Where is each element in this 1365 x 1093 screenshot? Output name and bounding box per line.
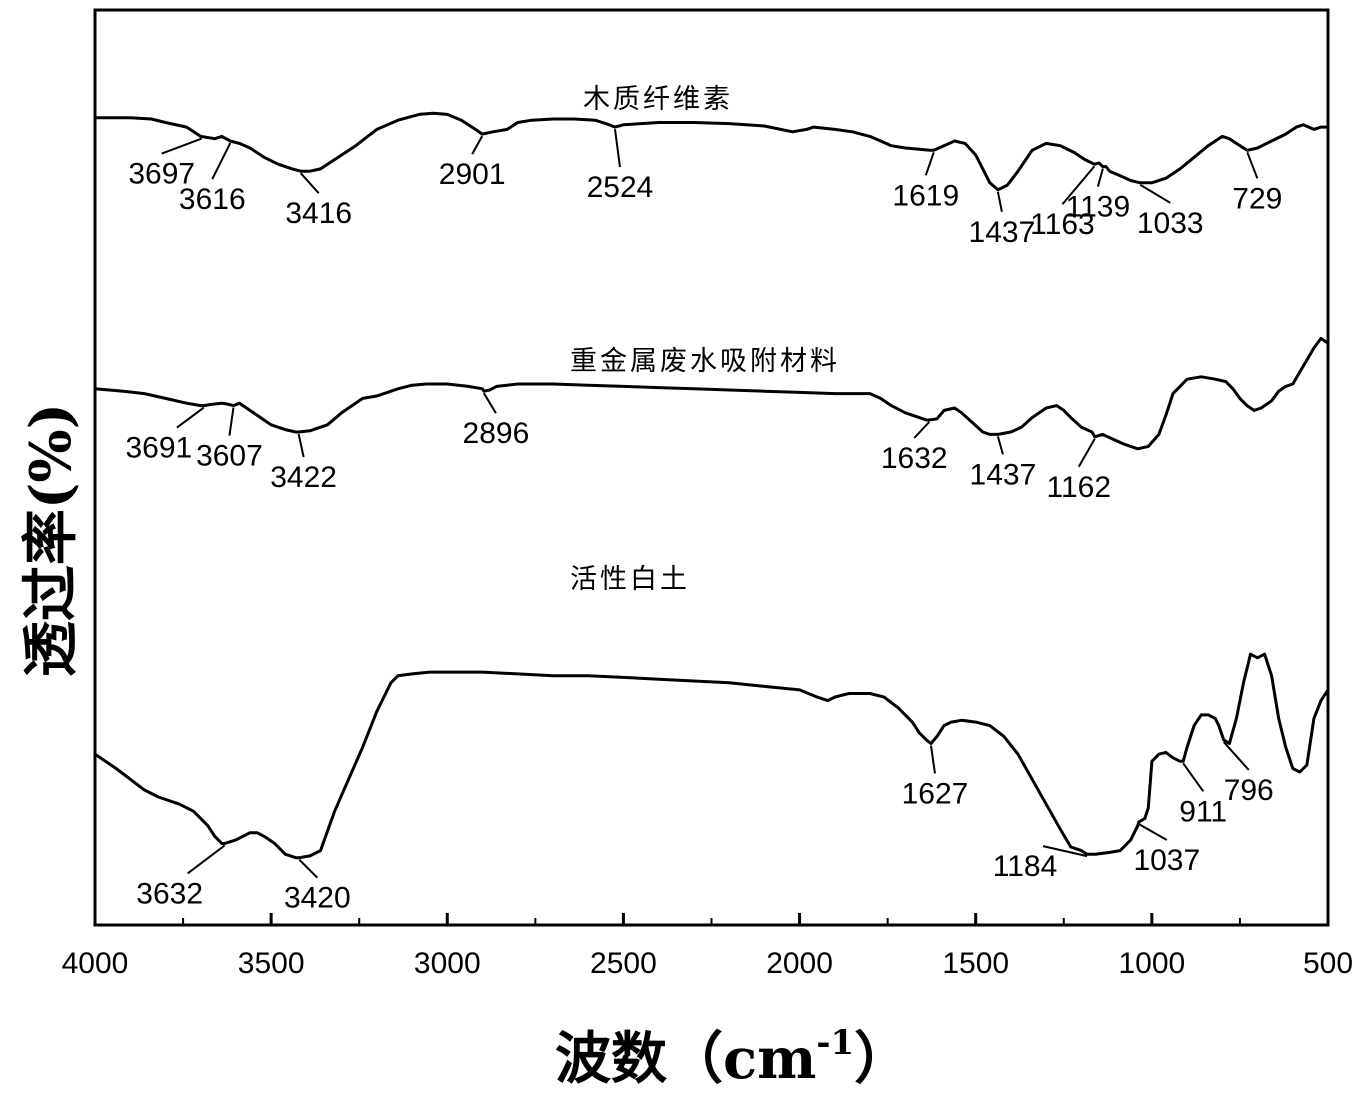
spectrum-line-1	[93, 111, 1330, 192]
series-name-label: 活性白土	[570, 564, 690, 595]
peak-label: 796	[1224, 774, 1274, 807]
peak-label: 3697	[128, 158, 195, 191]
peak-label: 1037	[1133, 844, 1200, 877]
peak-leader-line	[483, 392, 497, 414]
peak-leader-line	[1077, 438, 1096, 468]
x-tick-label: 3500	[238, 947, 305, 980]
peak-leader-line	[996, 436, 1004, 455]
peak-leader-line	[1139, 183, 1171, 204]
peak-leader-line	[1042, 845, 1088, 858]
peak-label: 3616	[179, 183, 246, 216]
peak-leader-line	[996, 191, 1003, 212]
peak-leader-line	[299, 172, 320, 194]
x-tick-label: 4000	[62, 947, 129, 980]
peak-leader-line	[1246, 151, 1259, 179]
peak-label: 1632	[881, 442, 948, 475]
peak-label: 3607	[196, 440, 263, 473]
peak-label: 1619	[892, 179, 959, 212]
peak-leader-line	[1061, 165, 1096, 205]
peak-leader-line	[1096, 168, 1104, 187]
peak-leader-line	[924, 151, 935, 176]
x-tick-label: 2000	[766, 947, 833, 980]
x-tick-label: 2500	[590, 947, 657, 980]
peak-label: 2901	[439, 158, 506, 191]
peak-leader-line	[176, 406, 205, 429]
peak-label: 1139	[1066, 191, 1131, 224]
peak-leader-line	[298, 859, 319, 879]
x-axis-ticks: 4000 3500 3000 2500 2000 1500 1000 500	[62, 913, 1353, 980]
peak-label: 1033	[1137, 207, 1204, 240]
peak-label: 1627	[902, 777, 969, 810]
x-tick-label: 500	[1303, 947, 1353, 980]
x-tick-label: 1500	[942, 947, 1009, 980]
x-axis-title: 波数（cm-1）	[555, 1023, 910, 1092]
peak-label: 3416	[285, 197, 352, 230]
peak-leader-line	[1138, 823, 1168, 841]
peak-leader-line	[297, 433, 305, 458]
peak-label: 1163	[1030, 208, 1095, 241]
peak-leader-line	[913, 421, 930, 439]
peak-label: 1437	[969, 216, 1036, 249]
peak-label: 911	[1179, 795, 1227, 828]
x-tick-label: 3000	[414, 947, 481, 980]
peak-leader-line	[471, 135, 484, 155]
peak-label: 3632	[136, 877, 203, 910]
peak-label: 3691	[125, 432, 192, 465]
peak-label: 1437	[970, 458, 1037, 491]
x-tick-label: 1000	[1118, 947, 1185, 980]
spectrum-line-2	[93, 336, 1330, 451]
series-name-label: 木质纤维素	[583, 84, 733, 115]
peak-leader-line	[228, 407, 235, 436]
peak-label: 2896	[463, 417, 530, 450]
peak-leader-line	[211, 142, 232, 180]
peak-leader-line	[613, 128, 621, 168]
peak-label: 3422	[270, 461, 337, 494]
spectrum-line-3	[93, 652, 1330, 860]
peak-label: 3420	[284, 882, 351, 915]
series-name-label: 重金属废水吸附材料	[570, 346, 840, 377]
peak-leader-layer	[161, 128, 1259, 879]
y-axis-title: 透过率(%)	[18, 403, 84, 677]
peak-label: 1162	[1047, 471, 1112, 504]
series-layer	[93, 111, 1330, 860]
x-axis-title-superscript: -1	[816, 1023, 854, 1063]
peak-label: 729	[1232, 182, 1282, 215]
peak-leader-line	[187, 844, 226, 875]
peak-label: 1184	[993, 850, 1058, 883]
peak-leader-line	[1182, 762, 1205, 792]
peak-label: 2524	[587, 171, 654, 204]
peak-leader-line	[1222, 741, 1250, 771]
peak-leader-line	[929, 745, 936, 774]
x-axis-title-close: ）	[854, 1026, 910, 1092]
peak-leader-line	[161, 137, 203, 155]
